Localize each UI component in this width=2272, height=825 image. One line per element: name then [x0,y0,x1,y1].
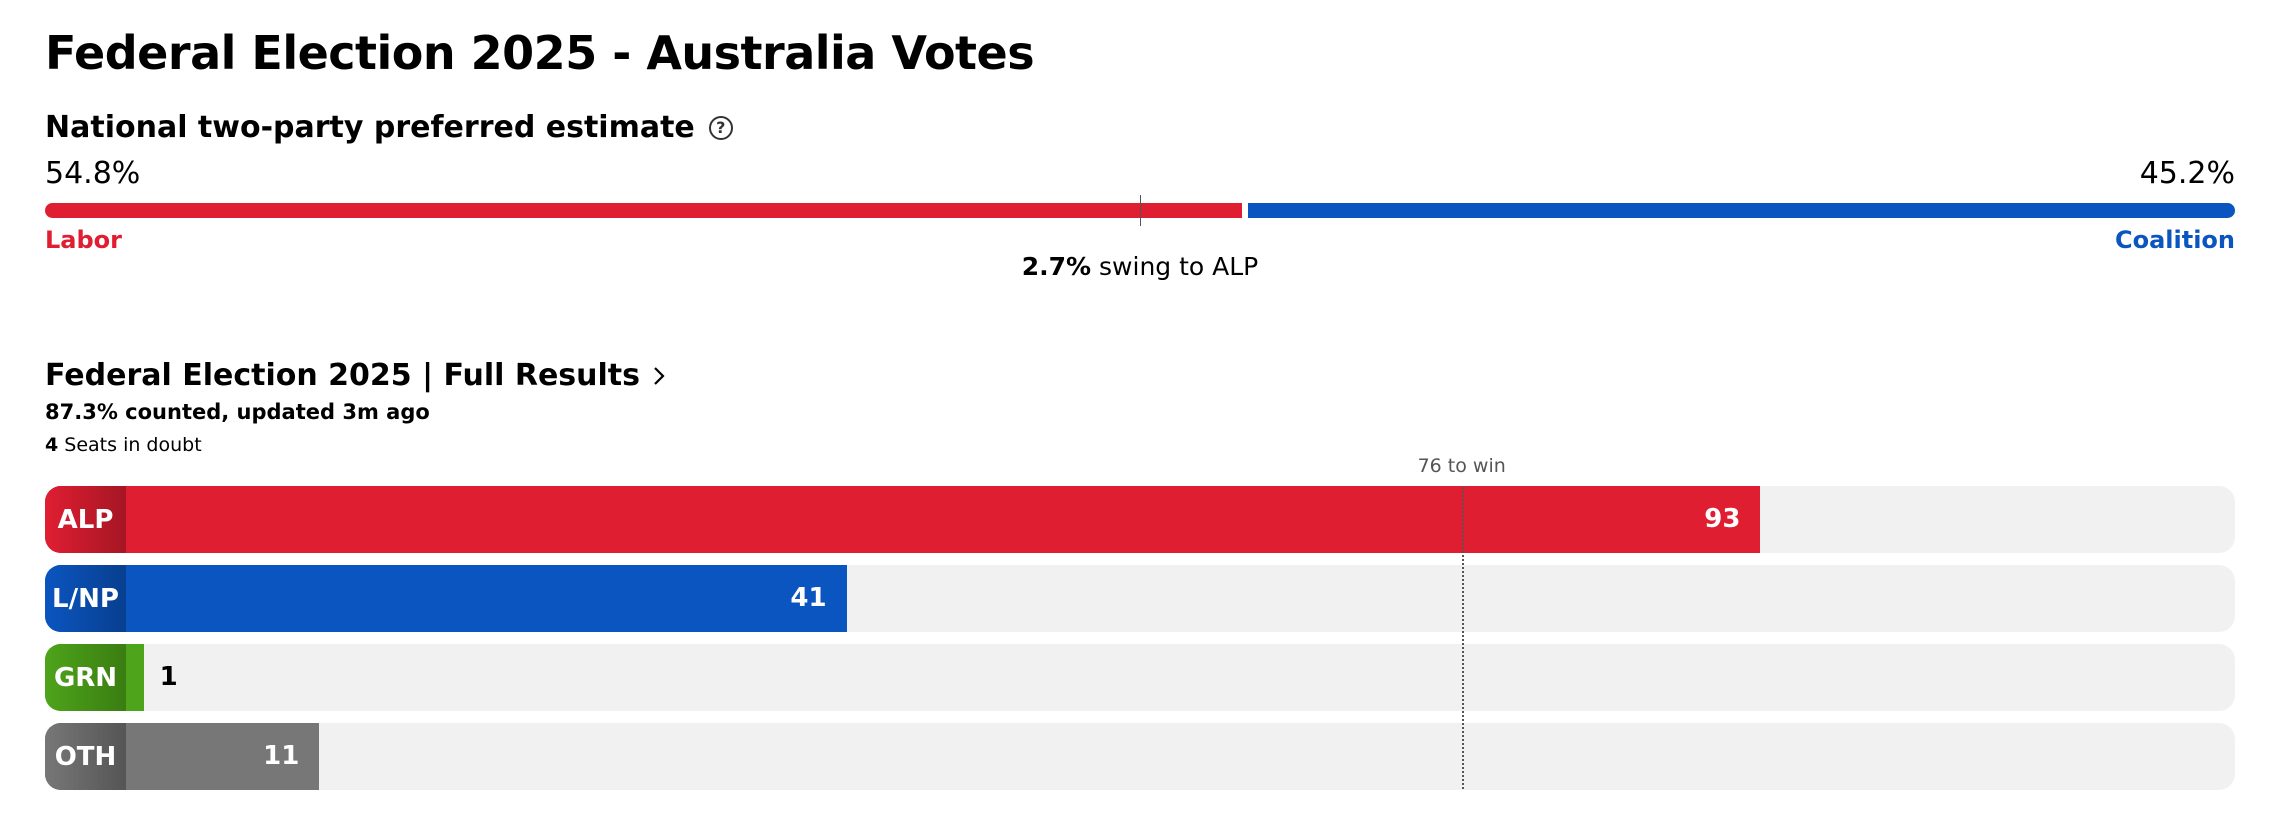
seat-row-alp: ALP 93 [45,486,2235,553]
doubt-text: Seats in doubt [64,434,202,456]
tpp-bar-coalition [1248,203,2235,218]
doubt-count: 4 [45,434,59,456]
tpp-bar-labor [45,203,1242,218]
seats-in-doubt: 4 Seats in doubt [45,434,202,456]
party-code-alp: ALP [45,486,126,553]
page-title: Federal Election 2025 - Australia Votes [45,26,1035,80]
win-threshold-label: 76 to win [1417,455,1506,477]
seat-bar-alp [45,486,1761,553]
tpp-bar [45,195,2235,226]
seat-count-alp: 93 [1704,504,1741,534]
party-code-oth: OTH [45,723,126,790]
seat-count-oth: 11 [263,741,300,771]
seat-count-grn: 1 [159,662,178,692]
seat-row-lnp: L/NP 41 [45,565,2235,632]
chevron-right-icon [654,366,665,385]
tpp-right-percent: 45.2% [2139,156,2235,191]
tpp-label-coalition: Coalition [2114,226,2235,254]
win-threshold-line [1461,487,1464,789]
seat-count-lnp: 41 [790,583,827,613]
seat-bar-lnp [45,565,847,632]
tpp-left-percent: 54.8% [45,156,141,191]
swing-value: 2.7% [1021,252,1092,281]
seat-chart: 76 to win ALP 93 L/NP 41 GRN 1 OTH 11 [45,455,2235,795]
seat-row-oth: OTH 11 [45,723,2235,790]
tpp-heading: National two-party preferred estimate ? [45,110,733,145]
tpp-label-labor: Labor [45,226,122,254]
counted-status: 87.3% counted, updated 3m ago [45,400,430,424]
tpp-heading-label: National two-party preferred estimate [45,110,695,145]
page: Federal Election 2025 - Australia Votes … [45,0,2235,825]
tpp-midpoint-marker [1140,195,1141,226]
swing-summary: 2.7% swing to ALP [45,252,2235,281]
full-results-label: Federal Election 2025 | Full Results [45,358,641,393]
help-icon[interactable]: ? [708,115,733,140]
party-code-grn: GRN [45,644,126,711]
seat-row-grn: GRN 1 [45,644,2235,711]
swing-text: swing to ALP [1099,252,1259,281]
full-results-link[interactable]: Federal Election 2025 | Full Results [45,358,668,393]
party-code-lnp: L/NP [45,565,126,632]
